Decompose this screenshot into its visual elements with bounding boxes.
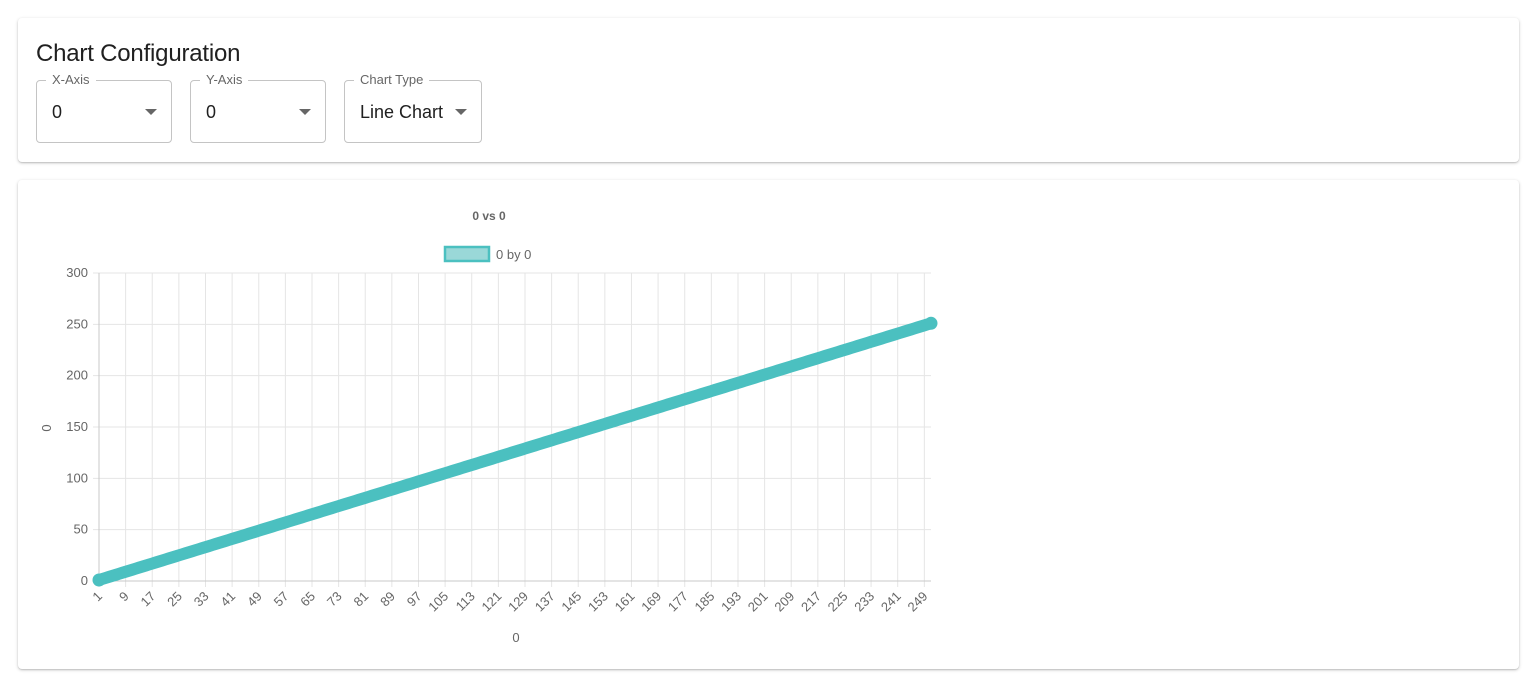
axes <box>98 273 931 582</box>
x-tick-label: 81 <box>351 589 372 610</box>
x-tick-label: 177 <box>665 589 691 615</box>
x-tick-label: 1 <box>89 589 105 605</box>
x-axis-label: X-Axis <box>46 72 96 88</box>
x-axis-title: 0 <box>512 630 519 645</box>
legend[interactable]: 0 by 0 <box>443 245 531 263</box>
x-tick-label: 161 <box>612 589 638 615</box>
y-tick-label: 50 <box>74 522 88 537</box>
chart-configuration-card: Chart Configuration X-Axis 0 Y-Axis 0 Ch… <box>18 18 1519 162</box>
x-tick-label: 9 <box>116 589 132 605</box>
y-tick-label: 200 <box>66 368 88 383</box>
y-axis-title: 0 <box>39 424 54 431</box>
legend-label: 0 by 0 <box>496 247 531 262</box>
data-point[interactable] <box>924 316 938 330</box>
chart-type-label: Chart Type <box>354 72 430 88</box>
card-title: Chart Configuration <box>36 40 241 67</box>
x-tick-label: 153 <box>585 589 611 615</box>
y-axis-value: 0 <box>206 102 217 122</box>
x-axis-value: 0 <box>52 102 63 122</box>
y-tick-label: 250 <box>66 316 88 331</box>
x-tick-label: 121 <box>479 589 505 615</box>
x-tick-label: 225 <box>825 589 851 615</box>
chart-type-value: Line Chart <box>360 102 444 122</box>
x-tick-label: 217 <box>798 589 824 615</box>
y-axis-select[interactable]: Y-Axis 0 <box>190 72 326 143</box>
x-tick-label: 49 <box>244 589 265 610</box>
x-tick-label: 73 <box>324 589 345 610</box>
x-tick-label: 233 <box>851 589 877 615</box>
chevron-down-icon <box>299 109 311 115</box>
legend-swatch <box>443 245 491 263</box>
y-tick-label: 300 <box>66 265 88 280</box>
chart-title: 0 vs 0 <box>472 209 506 223</box>
x-tick-label: 209 <box>771 589 797 615</box>
x-tick-label: 97 <box>404 589 425 610</box>
x-tick-label: 57 <box>271 589 292 610</box>
x-tick-label: 17 <box>138 589 159 610</box>
x-tick-label: 249 <box>905 589 931 615</box>
series-layer <box>92 316 938 587</box>
line-chart: 0 50 100 150 200 250 300 1 9 17 25 33 41 49 57 65 73 81 89… <box>39 209 938 645</box>
x-tick-label: 41 <box>217 589 238 610</box>
x-tick-label: 89 <box>377 589 398 610</box>
chevron-down-icon <box>455 109 467 115</box>
series-line <box>93 317 937 586</box>
x-tick-label: 201 <box>745 589 771 615</box>
x-tick-label: 169 <box>638 589 664 615</box>
x-tick-label: 105 <box>425 589 451 615</box>
y-tick-label: 100 <box>66 470 88 485</box>
x-tick-label: 65 <box>297 589 318 610</box>
x-tick-label: 185 <box>692 589 718 615</box>
y-tick-label: 150 <box>66 419 88 434</box>
chart-type-select[interactable]: Chart Type Line Chart <box>344 72 482 143</box>
x-tick-label: 145 <box>558 589 584 615</box>
data-point[interactable] <box>92 573 106 587</box>
x-tick-label: 33 <box>191 589 212 610</box>
y-tick-label: 0 <box>81 573 88 588</box>
chevron-down-icon <box>145 109 157 115</box>
y-axis-label: Y-Axis <box>200 72 249 88</box>
x-tick-label: 241 <box>878 589 904 615</box>
x-tick-label: 113 <box>453 589 478 614</box>
chart-card: 0 50 100 150 200 250 300 1 9 17 25 33 41 49 57 65 73 81 89… <box>18 180 1519 669</box>
x-tick-label: 193 <box>718 589 744 615</box>
x-tick-label: 129 <box>505 589 531 615</box>
x-axis-select[interactable]: X-Axis 0 <box>36 72 172 143</box>
x-tick-label: 137 <box>532 589 558 615</box>
x-tick-label: 25 <box>164 589 185 610</box>
